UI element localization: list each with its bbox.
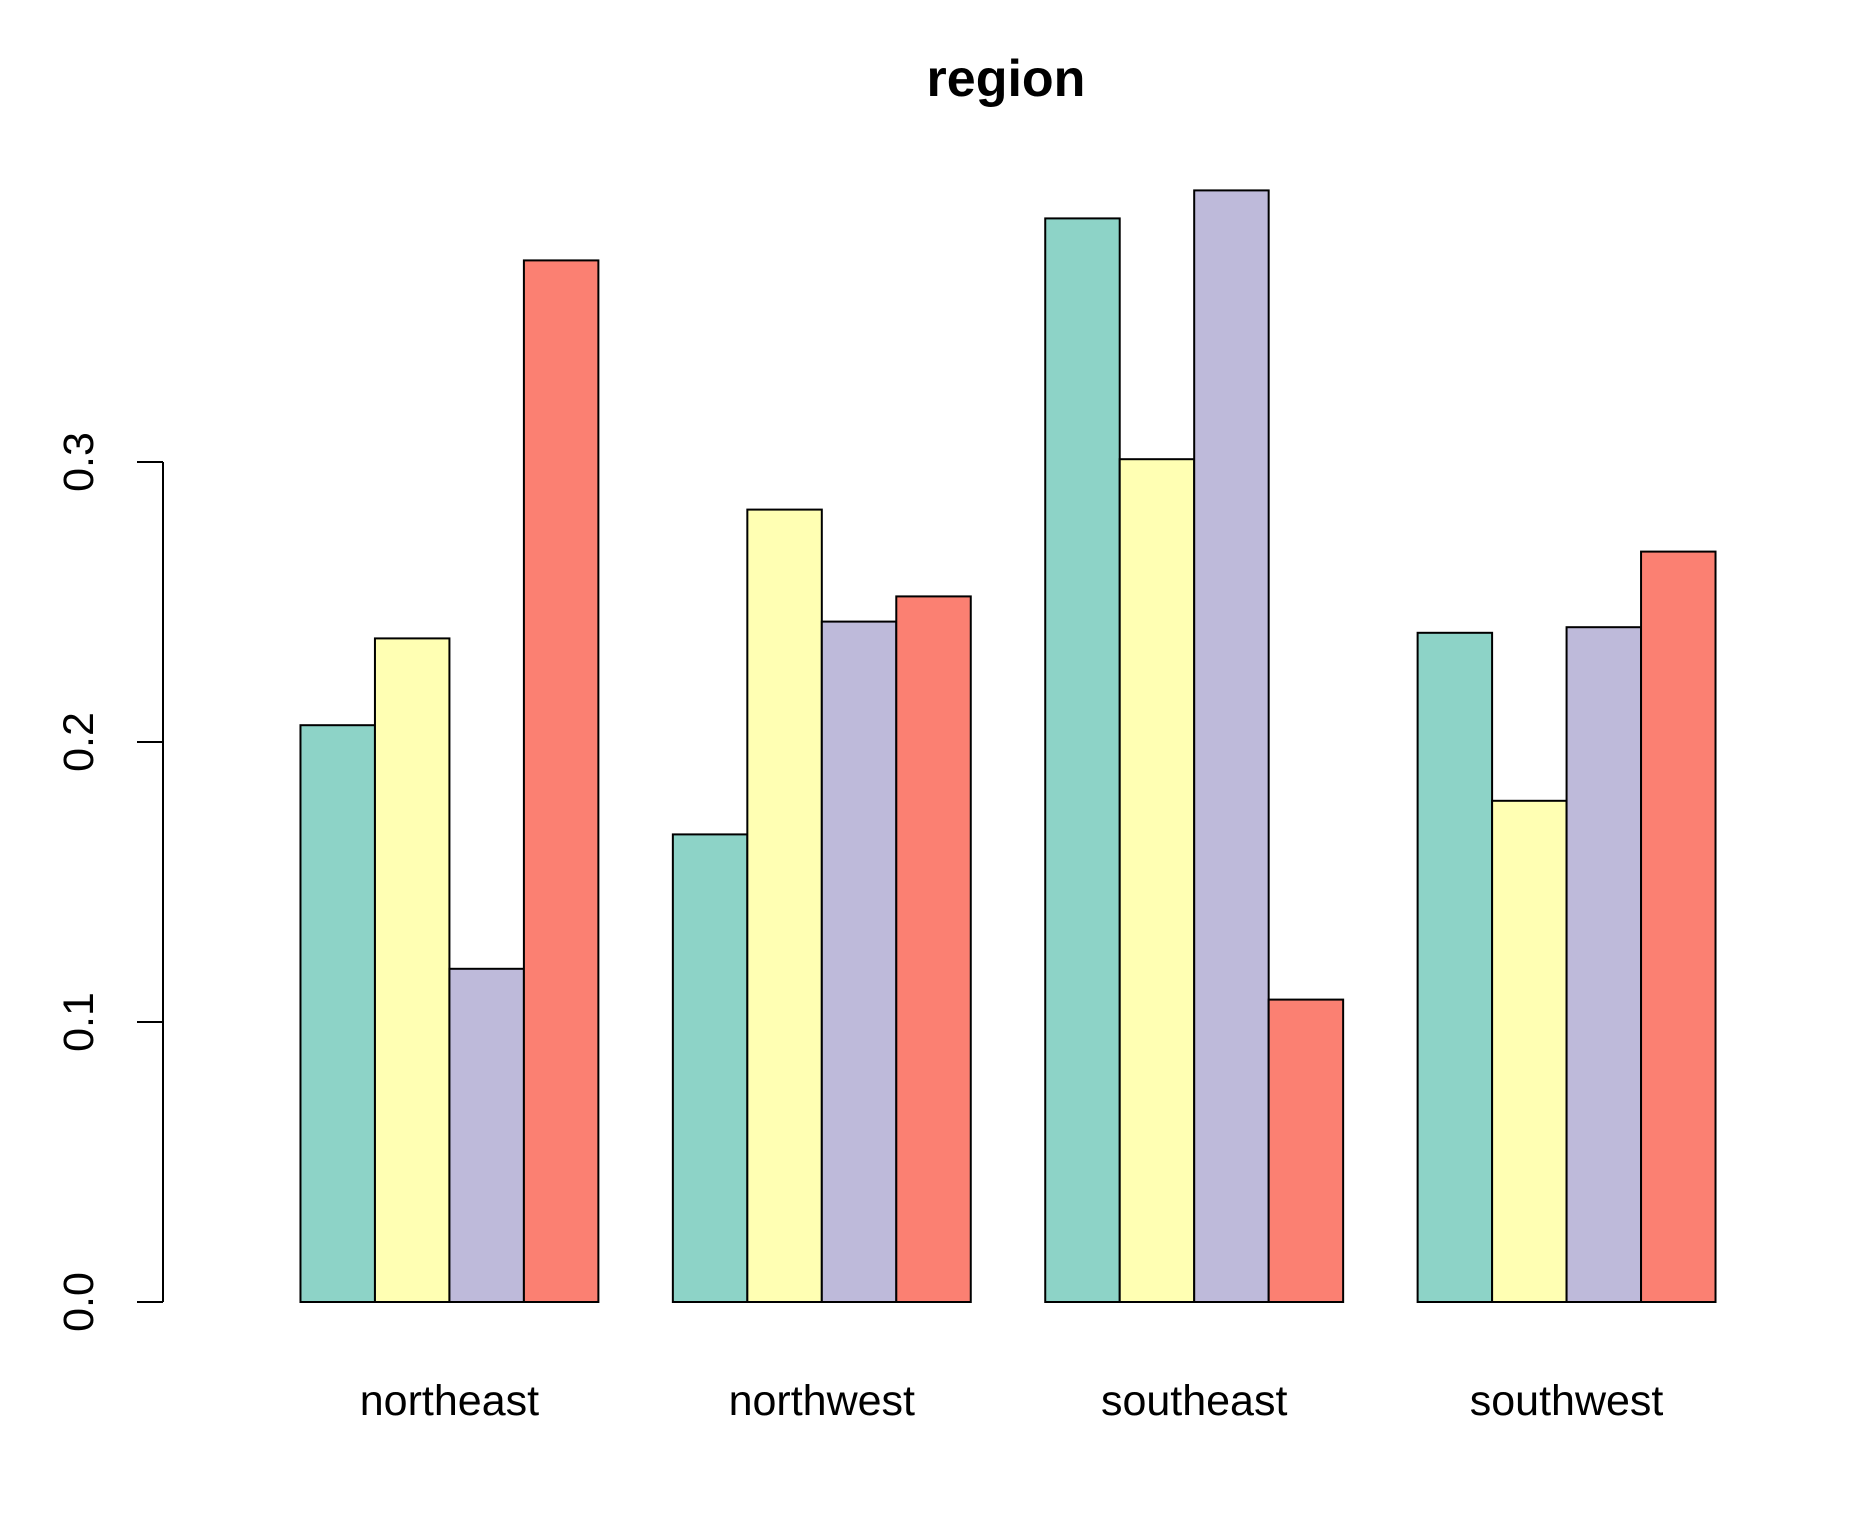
- y-tick-label: 0.0: [55, 1272, 103, 1332]
- bar-southeast-1: [1044, 217, 1121, 1303]
- bar-southwest-4: [1640, 550, 1717, 1303]
- x-category-label: northwest: [729, 1377, 915, 1425]
- bar-southwest-2: [1491, 799, 1568, 1303]
- y-tick-label: 0.1: [55, 992, 103, 1052]
- bar-southwest-3: [1565, 626, 1643, 1303]
- bar-northeast-2: [373, 637, 451, 1303]
- chart-title: region: [927, 50, 1086, 108]
- bar-northeast-4: [522, 259, 600, 1303]
- bar-southeast-3: [1193, 189, 1270, 1303]
- bar-northeast-3: [448, 967, 525, 1303]
- x-category-label: southwest: [1470, 1377, 1664, 1425]
- bar-northeast-1: [299, 724, 376, 1303]
- x-category-label: southeast: [1101, 1377, 1288, 1425]
- bar-southeast-4: [1267, 998, 1345, 1303]
- bar-northwest-2: [746, 508, 823, 1304]
- bar-southwest-1: [1416, 631, 1494, 1303]
- bars-group: [299, 189, 1717, 1304]
- y-axis: 0.0 0.1 0.2 0.3: [55, 432, 164, 1332]
- x-category-label: northeast: [360, 1377, 539, 1425]
- y-tick-label: 0.2: [55, 712, 103, 772]
- bar-northwest-3: [820, 620, 898, 1303]
- bar-northwest-4: [895, 595, 972, 1303]
- y-tick-label: 0.3: [55, 432, 103, 492]
- bar-northwest-1: [671, 833, 749, 1304]
- bar-southeast-2: [1118, 458, 1196, 1303]
- x-axis-labels: northeast northwest southeast southwest: [360, 1377, 1664, 1425]
